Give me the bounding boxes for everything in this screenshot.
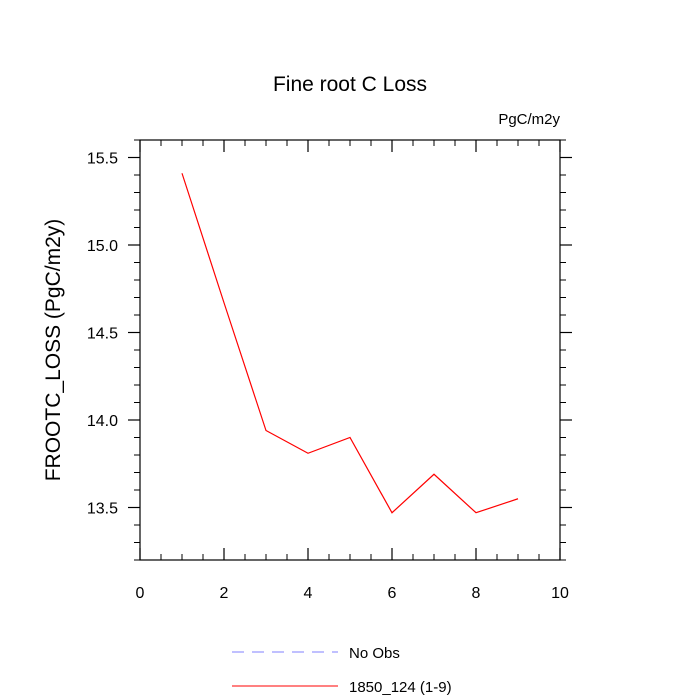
x-tick-label: 4 [304, 585, 313, 602]
y-tick-label: 15.0 [87, 238, 118, 255]
y-tick-label: 15.5 [87, 151, 118, 168]
x-tick-label: 0 [136, 585, 145, 602]
legend: No Obs 1850_124 (1-9) [232, 645, 452, 696]
x-tick-label: 8 [472, 585, 481, 602]
x-tick-label: 6 [388, 585, 397, 602]
y-tick-label: 14.0 [87, 413, 118, 430]
series-layer [181, 173, 519, 514]
legend-label-1: 1850_124 (1-9) [349, 679, 452, 696]
legend-label-0: No Obs [349, 645, 400, 662]
y-tick-label: 13.5 [87, 501, 118, 518]
series-line-1 [181, 173, 519, 514]
y-tick-label: 14.5 [87, 326, 118, 343]
x-tick-label: 2 [220, 585, 229, 602]
plot-frame [139, 139, 561, 561]
units-label: PgC/m2y [498, 111, 560, 128]
x-tick-label: 10 [551, 585, 569, 602]
y-axis-label: FROOTC_LOSS (PgC/m2y) [42, 219, 65, 482]
ticks-layer: 0 2 4 6 8 10 13.5 14.0 14.5 15.0 15.5 [87, 139, 572, 602]
chart-title: Fine root C Loss [273, 73, 427, 96]
